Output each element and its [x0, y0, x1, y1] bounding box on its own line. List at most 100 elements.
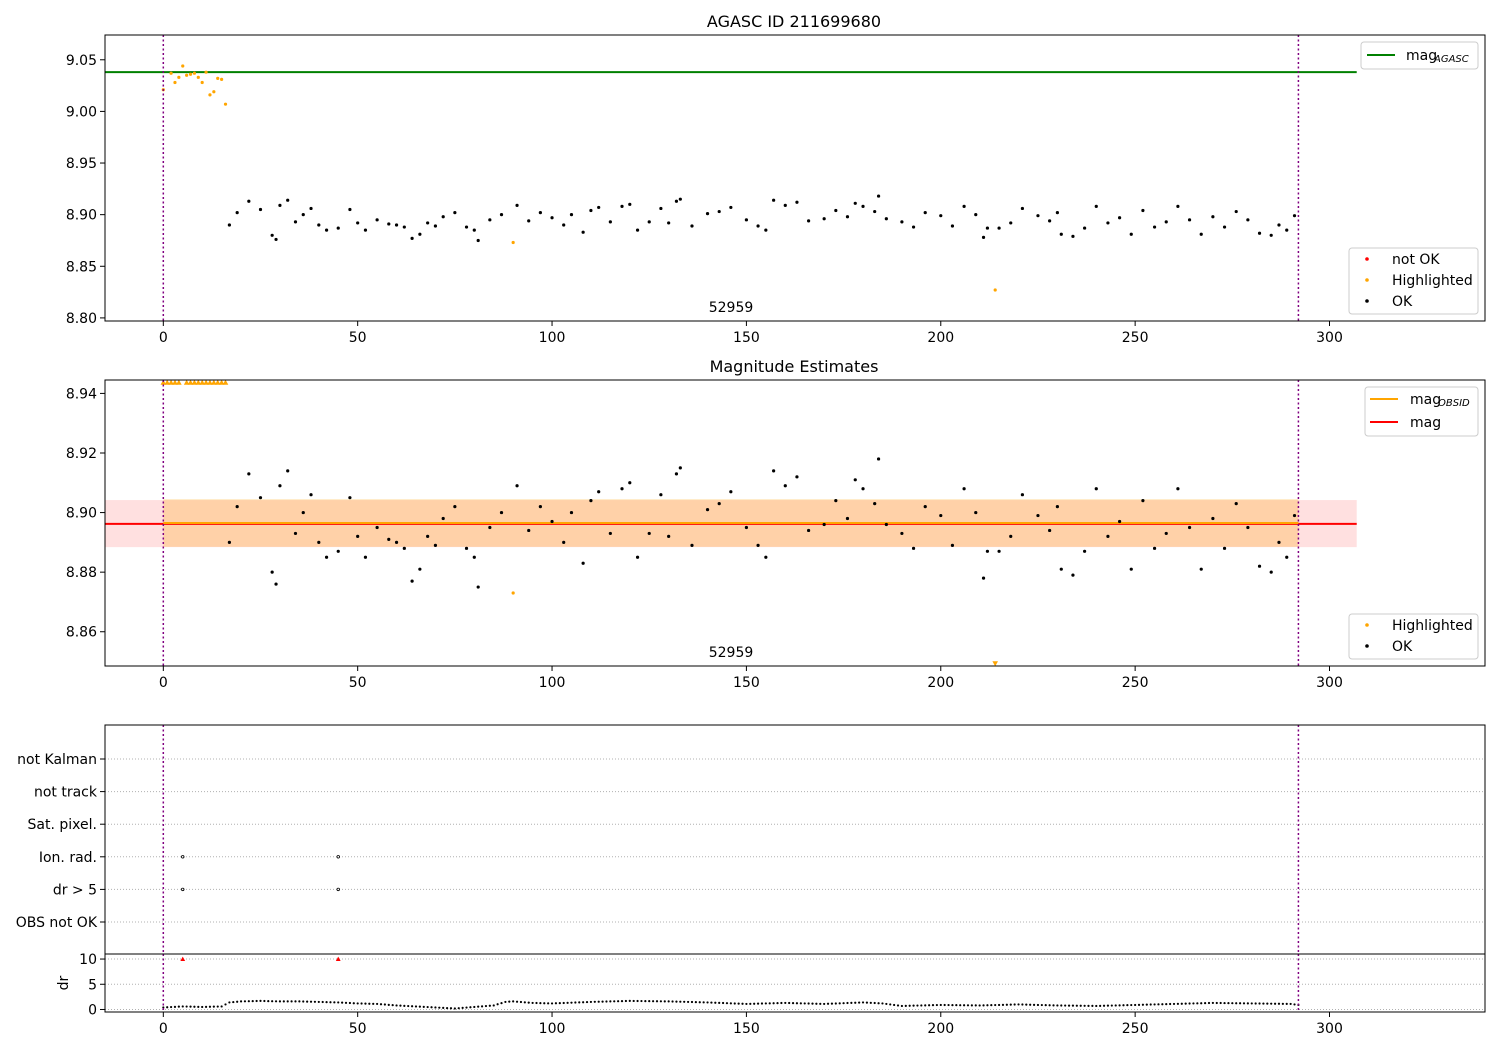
dr-trace-point — [1036, 1003, 1040, 1007]
dr-trace-point — [912, 1004, 915, 1007]
ok-point — [647, 531, 651, 536]
ok-point — [538, 505, 542, 509]
legend-marker-highlighted — [1365, 623, 1369, 627]
dr-point — [512, 1000, 515, 1003]
ok-point — [363, 555, 368, 559]
ok-point — [1083, 226, 1087, 230]
ok-point — [834, 208, 838, 213]
dr-trace-point — [399, 1004, 402, 1007]
ok-point — [1152, 546, 1157, 550]
ok-point — [1059, 232, 1063, 236]
dr-trace-point — [791, 1002, 795, 1005]
dr-point — [317, 1000, 320, 1004]
legend-label-ok: OK — [1392, 294, 1413, 310]
dr-trace-point — [255, 999, 258, 1003]
dr-trace-point — [1106, 1004, 1110, 1007]
dr-point — [1095, 1004, 1098, 1008]
dr-trace-point — [1207, 1001, 1211, 1005]
ok-point — [997, 549, 1001, 553]
ok-point — [1246, 218, 1250, 222]
dr-trace-point — [1184, 1002, 1187, 1005]
dr-point — [453, 1007, 456, 1010]
ok-point — [258, 207, 263, 212]
ok-point — [375, 525, 379, 530]
y-tick-label: 8.90 — [66, 208, 97, 224]
ok-point — [1176, 204, 1180, 208]
dr-trace-point — [461, 1006, 464, 1009]
dr-trace-point — [924, 1004, 927, 1007]
dr-trace-point — [679, 1000, 682, 1003]
ok-point — [227, 540, 231, 544]
dr-trace-point — [733, 1002, 736, 1005]
y-axis-label: dr — [56, 975, 72, 990]
ok-point — [873, 209, 877, 214]
x-tick-label: 150 — [733, 1021, 760, 1037]
ok-point — [1094, 204, 1098, 208]
ok-point — [1199, 567, 1203, 571]
ok-point — [939, 214, 943, 218]
ok-point — [1285, 555, 1289, 559]
ok-point — [1285, 228, 1289, 232]
dr-trace-point — [1021, 1003, 1024, 1006]
dr-trace-point — [1009, 1003, 1012, 1006]
dr-trace-point — [527, 1001, 530, 1004]
y-tick-label: 5 — [88, 977, 97, 993]
ok-point — [1257, 231, 1262, 235]
x-tick-label: 50 — [349, 330, 367, 346]
y-tick-label: 9.05 — [66, 53, 97, 69]
legend-label-mag: mag — [1406, 48, 1437, 64]
dr-trace-point — [477, 1005, 480, 1008]
dr-point — [278, 1000, 282, 1003]
ok-point — [1106, 221, 1110, 225]
ok-point — [861, 487, 865, 491]
dr-trace-point — [741, 1002, 744, 1005]
dr-point — [1056, 1004, 1059, 1007]
dr-trace-point — [1067, 1004, 1071, 1007]
x-tick-label: 0 — [159, 675, 168, 691]
dr-trace-point — [1137, 1003, 1141, 1006]
dr-point — [589, 1000, 593, 1004]
ok-point — [270, 570, 274, 574]
highlighted-clipped--marker — [187, 380, 194, 385]
ok-point — [433, 543, 438, 547]
dr-trace-point — [523, 1001, 526, 1004]
dr-point — [706, 1001, 709, 1004]
flag-point-dr-5 — [336, 887, 340, 892]
dr-clipped-marker — [180, 956, 186, 961]
dr-trace-point — [959, 1004, 962, 1007]
ok-point — [678, 466, 682, 470]
ok-point — [1141, 208, 1145, 213]
ok-point — [690, 224, 694, 228]
ok-point — [301, 213, 305, 217]
ok-point — [336, 226, 340, 230]
ok-point — [293, 220, 298, 224]
ok-point — [597, 490, 601, 494]
y-tick-label: 8.94 — [66, 386, 97, 402]
ok-point — [1036, 513, 1040, 518]
ok-point — [441, 516, 445, 521]
ok-point — [1129, 232, 1133, 236]
ok-point — [235, 210, 239, 215]
ok-point — [974, 213, 978, 217]
ok-point — [620, 487, 624, 491]
dr-trace-point — [1273, 1002, 1277, 1005]
dr-trace-point — [955, 1004, 958, 1007]
flag-category-label: dr > 5 — [53, 882, 97, 898]
ok-point — [597, 205, 601, 210]
dr-trace-point — [1032, 1003, 1036, 1006]
ok-point — [628, 202, 632, 206]
dr-point — [434, 1006, 437, 1009]
ok-point — [1117, 519, 1122, 524]
obsid-annotation: 52959 — [709, 645, 754, 661]
dr-trace-point — [212, 1005, 215, 1008]
dr-point — [978, 1004, 981, 1007]
dr-trace-point — [718, 1001, 721, 1004]
dr-trace-point — [982, 1004, 985, 1007]
dr-trace-point — [251, 1000, 254, 1003]
dr-trace-point — [578, 1001, 581, 1004]
dr-trace-point — [962, 1004, 966, 1007]
dr-trace-point — [383, 1003, 386, 1006]
dr-trace-point — [1157, 1003, 1160, 1006]
dr-trace-point — [1176, 1002, 1180, 1005]
y-tick-label: 8.80 — [66, 311, 97, 327]
